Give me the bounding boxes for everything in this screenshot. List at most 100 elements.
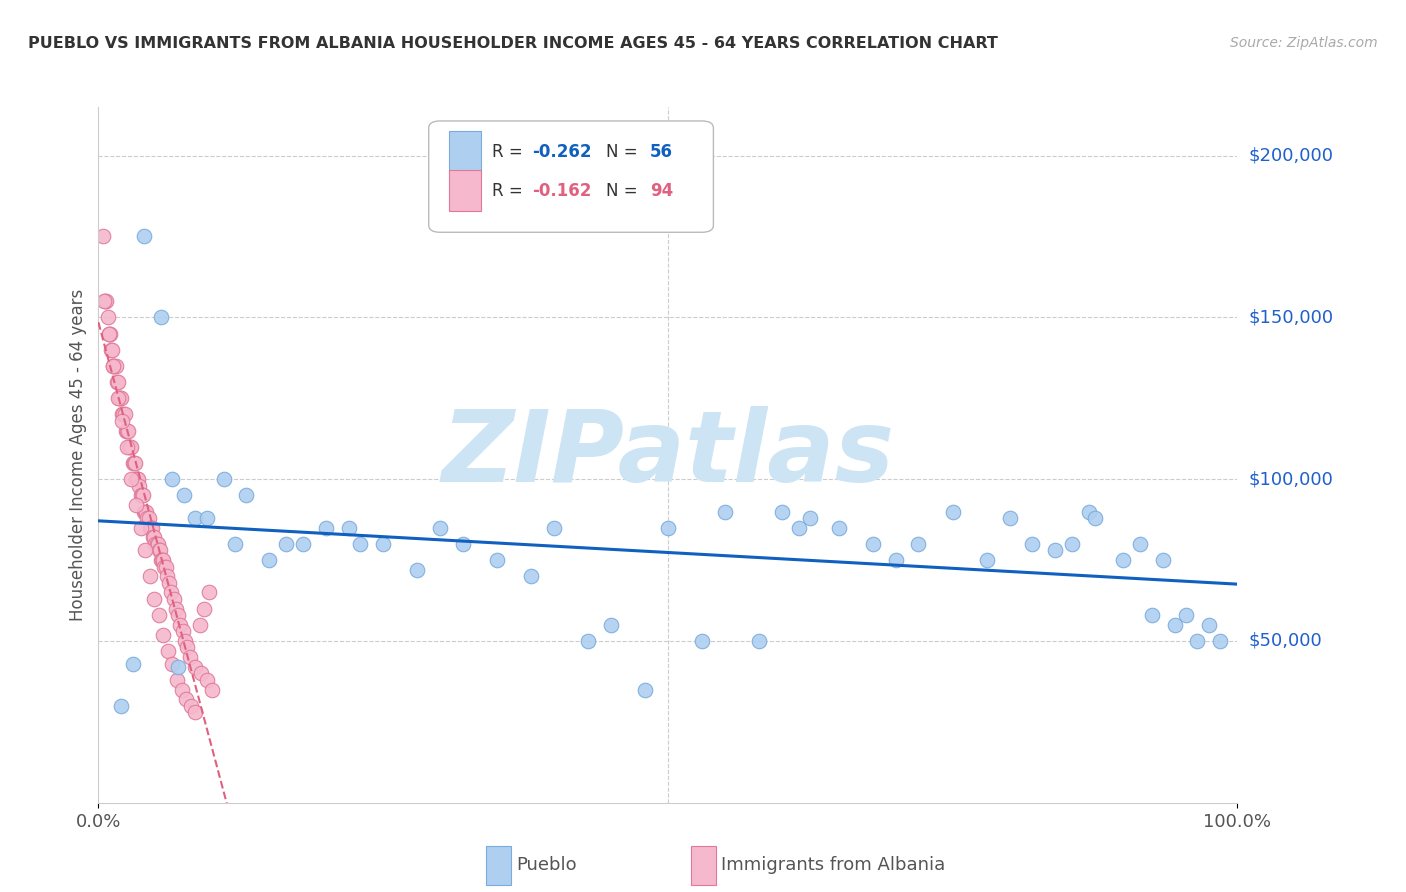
Point <box>124 456 146 470</box>
Point <box>160 585 183 599</box>
FancyBboxPatch shape <box>690 847 716 885</box>
Point <box>134 504 156 518</box>
Point <box>132 504 155 518</box>
Point <box>451 537 474 551</box>
Point <box>139 521 162 535</box>
Point <box>131 488 153 502</box>
Point <box>125 472 148 486</box>
Point <box>103 359 125 373</box>
Point <box>174 692 197 706</box>
Point <box>942 504 965 518</box>
Point <box>129 521 152 535</box>
Point <box>337 521 360 535</box>
Text: N =: N = <box>606 182 643 200</box>
Point <box>184 660 207 674</box>
Point <box>167 608 190 623</box>
Point <box>1187 634 1209 648</box>
Point <box>138 511 160 525</box>
Point <box>224 537 246 551</box>
Text: 94: 94 <box>650 182 673 200</box>
Text: ZIPatlas: ZIPatlas <box>441 407 894 503</box>
Point <box>1140 608 1163 623</box>
Point <box>165 601 187 615</box>
Point <box>97 326 120 341</box>
Point <box>180 698 202 713</box>
Point <box>976 553 998 567</box>
Point <box>108 392 131 406</box>
Point <box>486 553 509 567</box>
Point <box>690 634 713 648</box>
Text: -0.262: -0.262 <box>533 144 592 161</box>
Point <box>141 521 163 535</box>
Point <box>93 294 115 309</box>
Point <box>748 634 770 648</box>
Point <box>129 488 152 502</box>
Point <box>96 310 118 325</box>
Point <box>156 643 179 657</box>
Point <box>143 591 166 606</box>
Point <box>152 627 174 641</box>
Point <box>112 408 135 422</box>
Point <box>212 472 235 486</box>
Point <box>138 569 160 583</box>
Point <box>94 294 117 309</box>
Point <box>100 343 122 357</box>
Point <box>132 488 155 502</box>
FancyBboxPatch shape <box>449 131 481 173</box>
Point <box>162 472 184 486</box>
Point <box>114 424 136 438</box>
Point <box>315 521 337 535</box>
Point <box>150 553 173 567</box>
Point <box>135 504 157 518</box>
Point <box>162 657 184 671</box>
Point <box>110 698 132 713</box>
Point <box>146 537 169 551</box>
Point <box>173 488 195 502</box>
Point <box>195 673 218 687</box>
Point <box>1175 608 1198 623</box>
Point <box>371 537 394 551</box>
Point <box>172 624 194 639</box>
Text: PUEBLO VS IMMIGRANTS FROM ALBANIA HOUSEHOLDER INCOME AGES 45 - 64 YEARS CORRELAT: PUEBLO VS IMMIGRANTS FROM ALBANIA HOUSEH… <box>28 36 998 51</box>
Point <box>184 511 207 525</box>
Point <box>188 617 211 632</box>
Point <box>1198 617 1220 632</box>
Point <box>198 585 221 599</box>
Point <box>107 392 129 406</box>
Point <box>169 617 191 632</box>
Point <box>276 537 298 551</box>
Point <box>174 634 197 648</box>
Text: Immigrants from Albania: Immigrants from Albania <box>721 856 946 874</box>
Point <box>111 408 134 422</box>
Point <box>103 359 125 373</box>
Text: -0.162: -0.162 <box>533 182 592 200</box>
FancyBboxPatch shape <box>485 847 510 885</box>
Point <box>98 326 121 341</box>
Point <box>184 705 207 719</box>
Point <box>132 229 155 244</box>
Point <box>118 440 141 454</box>
Point <box>714 504 737 518</box>
Point <box>125 498 148 512</box>
Point <box>907 537 929 551</box>
Point <box>828 521 851 535</box>
Point <box>1021 537 1043 551</box>
Point <box>105 375 128 389</box>
Text: Pueblo: Pueblo <box>516 856 576 874</box>
Point <box>292 537 315 551</box>
Point <box>122 456 145 470</box>
Point <box>110 392 132 406</box>
Point <box>150 310 173 325</box>
Point <box>91 229 114 244</box>
Point <box>167 660 190 674</box>
Point <box>770 504 793 518</box>
Point <box>1062 537 1084 551</box>
Y-axis label: Householder Income Ages 45 - 64 years: Householder Income Ages 45 - 64 years <box>69 289 87 621</box>
Text: $50,000: $50,000 <box>1249 632 1322 650</box>
Point <box>576 634 599 648</box>
Point <box>190 666 212 681</box>
Point <box>127 472 149 486</box>
Point <box>143 531 166 545</box>
Point <box>142 531 165 545</box>
Point <box>998 511 1021 525</box>
